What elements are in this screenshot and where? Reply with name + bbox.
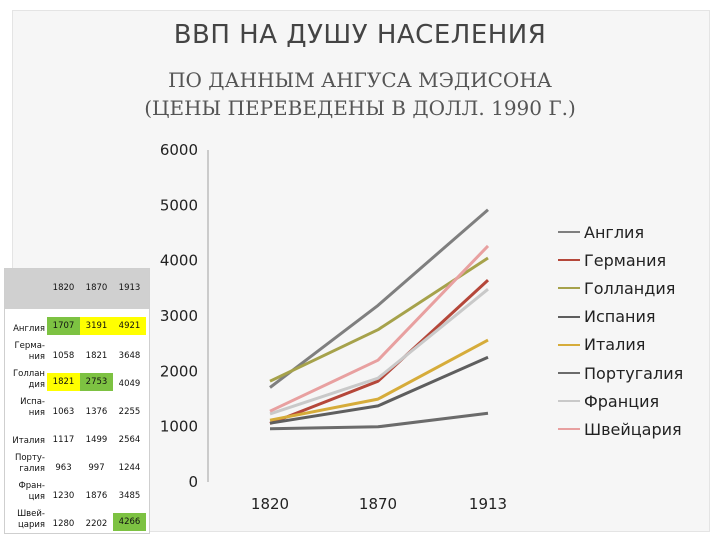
chart-legend: Англия Германия Голландия Испания Италия Порт… (558, 218, 683, 444)
table-row: Англия 1707 3191 4921 (5, 309, 149, 337)
y-tick-label: 3000 (160, 307, 198, 325)
table-row: Италия 1117 1499 2564 (5, 421, 149, 449)
legend-swatch (558, 287, 580, 290)
table-cell: 1499 (85, 435, 108, 445)
legend-swatch (558, 315, 580, 318)
table-cell: 1244 (118, 463, 141, 473)
legend-label: Португалия (584, 363, 684, 383)
table-cell: 1821 (47, 373, 80, 391)
table-body: Англия 1707 3191 4921 Герма- ния 1058 1821 3648… (5, 309, 149, 533)
table-cell: 4266 (113, 513, 146, 531)
table-cell: 1707 (47, 317, 80, 335)
legend-item: Швейцария (558, 415, 683, 443)
gdp-data-table: 1820 1870 1913 Англия 1707 3191 4921 Герма- … (4, 268, 150, 534)
table-row-name: Италия (12, 436, 45, 446)
table-cell: 2564 (118, 435, 141, 445)
subtitle-line-1: ПО ДАННЫМ АНГУСА МЭДИСОНА (168, 68, 552, 92)
legend-item: Франция (558, 387, 683, 415)
legend-label: Германия (584, 250, 667, 270)
legend-swatch (558, 372, 580, 375)
legend-item: Испания (558, 303, 683, 331)
legend-label: Швейцария (584, 419, 682, 439)
y-tick-label: 6000 (160, 141, 198, 159)
table-row-name: Герма- ния (14, 341, 46, 362)
table-row: Порту- галия 963 997 1244 (5, 449, 149, 477)
legend-label: Италия (584, 335, 646, 355)
table-cell: 1280 (52, 519, 75, 529)
table-row: Испа- ния 1063 1376 2255 (5, 393, 149, 421)
table-header-cell: 1870 (85, 283, 108, 293)
table-row-name: Порту- галия (14, 453, 45, 474)
table-cell: 1058 (52, 351, 75, 361)
table-cell: 1230 (52, 491, 75, 501)
table-cell: 3648 (118, 351, 141, 361)
table-row-name: Швей- цария (17, 509, 45, 530)
subtitle-line-2: (ЦЕНЫ ПЕРЕВЕДЕНЫ В ДОЛЛ. 1990 Г.) (144, 96, 576, 120)
table-cell: 1876 (85, 491, 108, 501)
y-tick-label: 0 (188, 473, 198, 491)
table-cell: 4049 (118, 379, 141, 389)
table-cell: 997 (88, 463, 105, 473)
table-row: Голлан дия 1821 2753 4049 (5, 365, 149, 393)
legend-swatch (558, 259, 580, 262)
table-row-name: Испа- ния (20, 397, 45, 418)
legend-item: Голландия (558, 274, 683, 302)
x-tick-label: 1870 (359, 495, 397, 513)
legend-label: Франция (584, 391, 660, 411)
table-header-cell: 1820 (52, 283, 75, 293)
table-cell: 2255 (118, 407, 141, 417)
legend-item: Англия (558, 218, 683, 246)
table-cell: 1376 (85, 407, 108, 417)
series-line (269, 244, 490, 413)
table-cell: 1063 (52, 407, 75, 417)
table-header-cell: 1913 (118, 283, 141, 293)
series-line (269, 338, 489, 422)
legend-item: Португалия (558, 359, 683, 387)
legend-item: Италия (558, 331, 683, 359)
table-cell: 3485 (118, 491, 141, 501)
legend-label: Англия (584, 222, 645, 242)
series-line (269, 411, 489, 431)
table-cell: 963 (55, 463, 72, 473)
y-tick-label: 4000 (160, 252, 198, 270)
table-cell: 3191 (80, 317, 113, 335)
legend-label: Голландия (584, 278, 676, 298)
table-header: 1820 1870 1913 (5, 269, 149, 309)
table-row-name: Фран- ция (18, 481, 45, 502)
legend-swatch (558, 231, 580, 234)
table-row: Фран- ция 1230 1876 3485 (5, 477, 149, 505)
series-line (269, 355, 489, 425)
table-cell: 2753 (80, 373, 113, 391)
y-tick-label: 1000 (160, 418, 198, 436)
legend-swatch (558, 400, 580, 403)
series-line (269, 278, 490, 425)
x-tick-label: 1820 (251, 495, 289, 513)
legend-swatch (558, 428, 580, 431)
table-cell: 1117 (52, 435, 75, 445)
slide-subtitle: ПО ДАННЫМ АНГУСА МЭДИСОНА (ЦЕНЫ ПЕРЕВЕДЕ… (0, 66, 720, 122)
y-tick-label: 2000 (160, 362, 198, 380)
table-cell: 2202 (85, 519, 108, 529)
legend-item: Германия (558, 246, 683, 274)
table-row: Герма- ния 1058 1821 3648 (5, 337, 149, 365)
table-row-name: Голлан дия (12, 369, 45, 390)
table-row: Швей- цария 1280 2202 4266 (5, 505, 149, 533)
series-line (269, 288, 489, 416)
table-row-name: Англия (13, 324, 45, 334)
table-cell: 1821 (85, 351, 108, 361)
table-cell: 4921 (113, 317, 146, 335)
y-tick-label: 5000 (160, 196, 198, 214)
series-line (269, 208, 489, 389)
legend-label: Испания (584, 307, 656, 327)
slide-title: ВВП НА ДУШУ НАСЕЛЕНИЯ (173, 20, 547, 50)
legend-swatch (558, 343, 580, 346)
x-tick-label: 1913 (469, 495, 507, 513)
